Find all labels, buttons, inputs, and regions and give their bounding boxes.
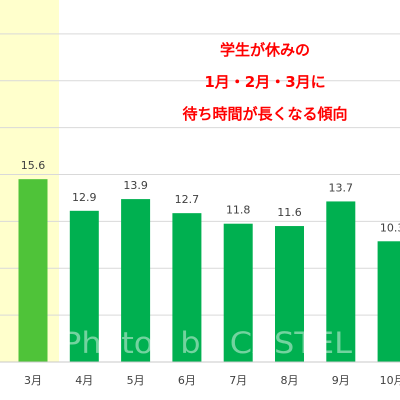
- bar-5: [223, 223, 253, 362]
- data-label-8: 10.3: [380, 221, 400, 234]
- annotation-line-3: 待ち時間が長くなる傾向: [182, 105, 348, 123]
- data-label-1: 15.6: [21, 159, 46, 172]
- x-tick-label-5: 7月: [229, 374, 247, 387]
- bar-4: [172, 213, 202, 362]
- x-tick-label-6: 8月: [281, 374, 299, 387]
- x-tick-label-8: 10月: [380, 374, 400, 387]
- x-tick-labels: 3月 4月 5月 6月 7月 8月 9月 10月: [24, 374, 400, 387]
- data-labels: 15.6 12.9 13.9 12.7 11.8 11.6 13.7 10.3: [21, 159, 400, 234]
- data-label-5: 11.8: [226, 204, 251, 217]
- x-tick-label-1: 3月: [24, 374, 42, 387]
- x-tick-label-4: 6月: [178, 374, 196, 387]
- bar-3: [121, 199, 151, 362]
- bar-2: [69, 210, 99, 362]
- data-label-3: 13.9: [123, 179, 148, 192]
- bar-1: [18, 179, 48, 362]
- data-label-4: 12.7: [175, 193, 200, 206]
- data-label-6: 11.6: [277, 206, 302, 219]
- x-tick-label-2: 4月: [75, 374, 93, 387]
- annotation-line-2: 1月・2月・3月に: [204, 73, 326, 91]
- bars: [18, 179, 400, 362]
- annotation-line-1: 学生が休みの: [219, 41, 310, 59]
- bar-6: [275, 226, 304, 362]
- data-label-7: 13.7: [329, 181, 354, 194]
- x-tick-label-7: 9月: [332, 374, 350, 387]
- bar-7: [326, 201, 356, 362]
- watermark: Photos by CASTEL: [62, 326, 352, 360]
- x-tick-label-3: 5月: [127, 374, 145, 387]
- data-label-2: 12.9: [72, 191, 97, 204]
- bar-8: [377, 241, 400, 362]
